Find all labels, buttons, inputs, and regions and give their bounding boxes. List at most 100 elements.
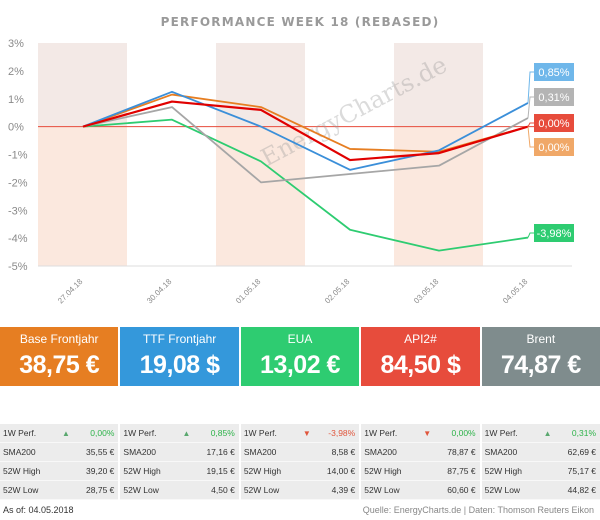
stat-label: 52W Low [484, 485, 521, 495]
end-label-text: 0,00% [538, 118, 569, 130]
label-leader [527, 71, 534, 103]
stat-label: 52W High [3, 466, 41, 476]
triangle-down-icon: ▼ [302, 429, 311, 438]
stat-value: 35,55 € [86, 447, 115, 457]
stat-row: SMA200 17,16 € [120, 443, 239, 462]
stat-row: 1W Perf. ▼ -3,98% [240, 424, 360, 443]
stat-row: 1W Perf. ▲ 0,00% [0, 424, 119, 443]
kpi-card: EUA 13,02 € [240, 327, 360, 386]
spacer [420, 481, 434, 499]
kpi-name: Brent [526, 332, 556, 346]
stat-label: 52W Low [364, 485, 400, 495]
stat-row: 52W High 87,75 € [361, 462, 480, 481]
stat-label: SMA200 [484, 447, 518, 457]
stat-value: 4,50 € [211, 485, 235, 495]
spacer [179, 481, 193, 499]
stat-row: 52W High 39,20 € [0, 462, 119, 481]
triangle-up-icon: ▲ [182, 429, 191, 438]
stat-value: 28,75 € [86, 485, 115, 495]
series-line-ttf-frontjahr [82, 90, 529, 171]
x-tick-label: 01.05.18 [234, 277, 263, 306]
stat-label: 52W High [484, 466, 522, 476]
triangle-down-icon: ▼ [423, 429, 432, 438]
stat-row: SMA200 35,55 € [0, 443, 119, 462]
chart-title: PERFORMANCE WEEK 18 (REBASED) [160, 15, 440, 29]
stat-value: 0,85% [210, 428, 235, 438]
series-line-api2- [82, 100, 529, 162]
spacer [541, 462, 555, 480]
kpi-value: 38,75 € [19, 351, 100, 379]
kpi-value: 19,08 $ [139, 351, 220, 379]
stat-row: 52W Low 28,75 € [0, 481, 119, 500]
stat-value: 19,15 € [206, 466, 235, 476]
stat-value: 14,00 € [326, 466, 356, 476]
spacer [420, 443, 434, 461]
stat-row: 1W Perf. ▲ 0,85% [120, 424, 239, 443]
stat-row: 52W High 19,15 € [120, 462, 239, 481]
performance-chart: 3% 2% 1% 0% -1% -2% -3% -4% -5% 27.04.18 30.04.18… [8, 38, 574, 306]
y-tick-label: 3% [8, 38, 24, 50]
stat-row: 1W Perf. ▼ 0,00% [361, 424, 480, 443]
band-upper [38, 43, 127, 127]
spacer [300, 462, 314, 480]
band-upper [394, 43, 483, 127]
band-lower [38, 126, 127, 266]
stat-value: 39,20 € [86, 466, 115, 476]
label-leader [527, 122, 534, 127]
stat-label: 1W Perf. [123, 428, 157, 438]
as-of-date: As of: 04.05.2018 [3, 505, 74, 515]
band-lower [216, 126, 305, 266]
stat-column: 1W Perf. ▲ 0,31% SMA200 62,69 € 52W High 75,17… [481, 424, 600, 500]
stat-row: 52W Low 4,50 € [120, 481, 239, 500]
end-label-box [534, 114, 574, 132]
end-label-text: 0,00% [538, 142, 569, 154]
stat-column: 1W Perf. ▼ -3,98% SMA200 8,58 € 52W High 14,00… [240, 424, 360, 500]
end-label-text: 0,31% [538, 92, 569, 104]
source-credit: Quelle: EnergyCharts.de | Daten: Thomson… [362, 505, 594, 515]
end-label-text: 0,85% [538, 67, 569, 79]
stat-value: 62,69 € [567, 447, 597, 457]
kpi-name: EUA [287, 332, 313, 346]
x-tick-label: 30.04.18 [145, 277, 174, 306]
stat-label: 52W High [123, 466, 161, 476]
stat-row: 1W Perf. ▲ 0,31% [481, 424, 600, 443]
stat-value: 17,16 € [206, 447, 235, 457]
kpi-value: 13,02 € [260, 351, 340, 379]
stat-label: 1W Perf. [3, 428, 37, 438]
kpi-value: 84,50 $ [380, 351, 461, 379]
y-tick-label: -4% [8, 233, 28, 245]
stat-value: 60,60 € [447, 485, 476, 495]
stat-label: 52W Low [3, 485, 39, 495]
triangle-up-icon: ▲ [62, 429, 70, 438]
y-tick-label: -5% [8, 261, 28, 273]
spacer [179, 462, 193, 480]
stat-label: 1W Perf. [484, 428, 518, 438]
spacer [59, 443, 73, 461]
spacer [59, 481, 73, 499]
stat-label: 52W High [243, 466, 282, 476]
spacer [541, 443, 555, 461]
stat-label: 1W Perf. [243, 428, 277, 438]
y-tick-label: -2% [8, 177, 28, 189]
kpi-name: API2# [404, 332, 437, 346]
stat-label: SMA200 [123, 447, 157, 457]
stat-value: 4,39 € [331, 485, 356, 495]
end-label-text: -3,98% [537, 228, 572, 240]
stat-value: 0,00% [451, 428, 476, 438]
spacer [300, 443, 314, 461]
label-leader [527, 96, 534, 119]
stat-label: 52W Low [243, 485, 280, 495]
y-tick-label: -3% [8, 205, 28, 217]
stat-row: 52W Low 60,60 € [361, 481, 480, 500]
stat-value: -3,98% [328, 428, 356, 438]
spacer [541, 481, 555, 499]
kpi-card: TTF Frontjahr 19,08 $ [120, 327, 239, 386]
stat-value: 0,00% [90, 428, 115, 438]
stat-value: 78,87 € [447, 447, 476, 457]
x-tick-label: 27.04.18 [56, 277, 85, 306]
band-lower [394, 126, 483, 266]
kpi-card: Base Frontjahr 38,75 € [0, 327, 119, 386]
weekday-bands [38, 43, 572, 267]
end-label-box [534, 224, 574, 242]
end-labels: 0,85% 0,31% 0,00% 0,00% -3,98% [527, 63, 574, 242]
